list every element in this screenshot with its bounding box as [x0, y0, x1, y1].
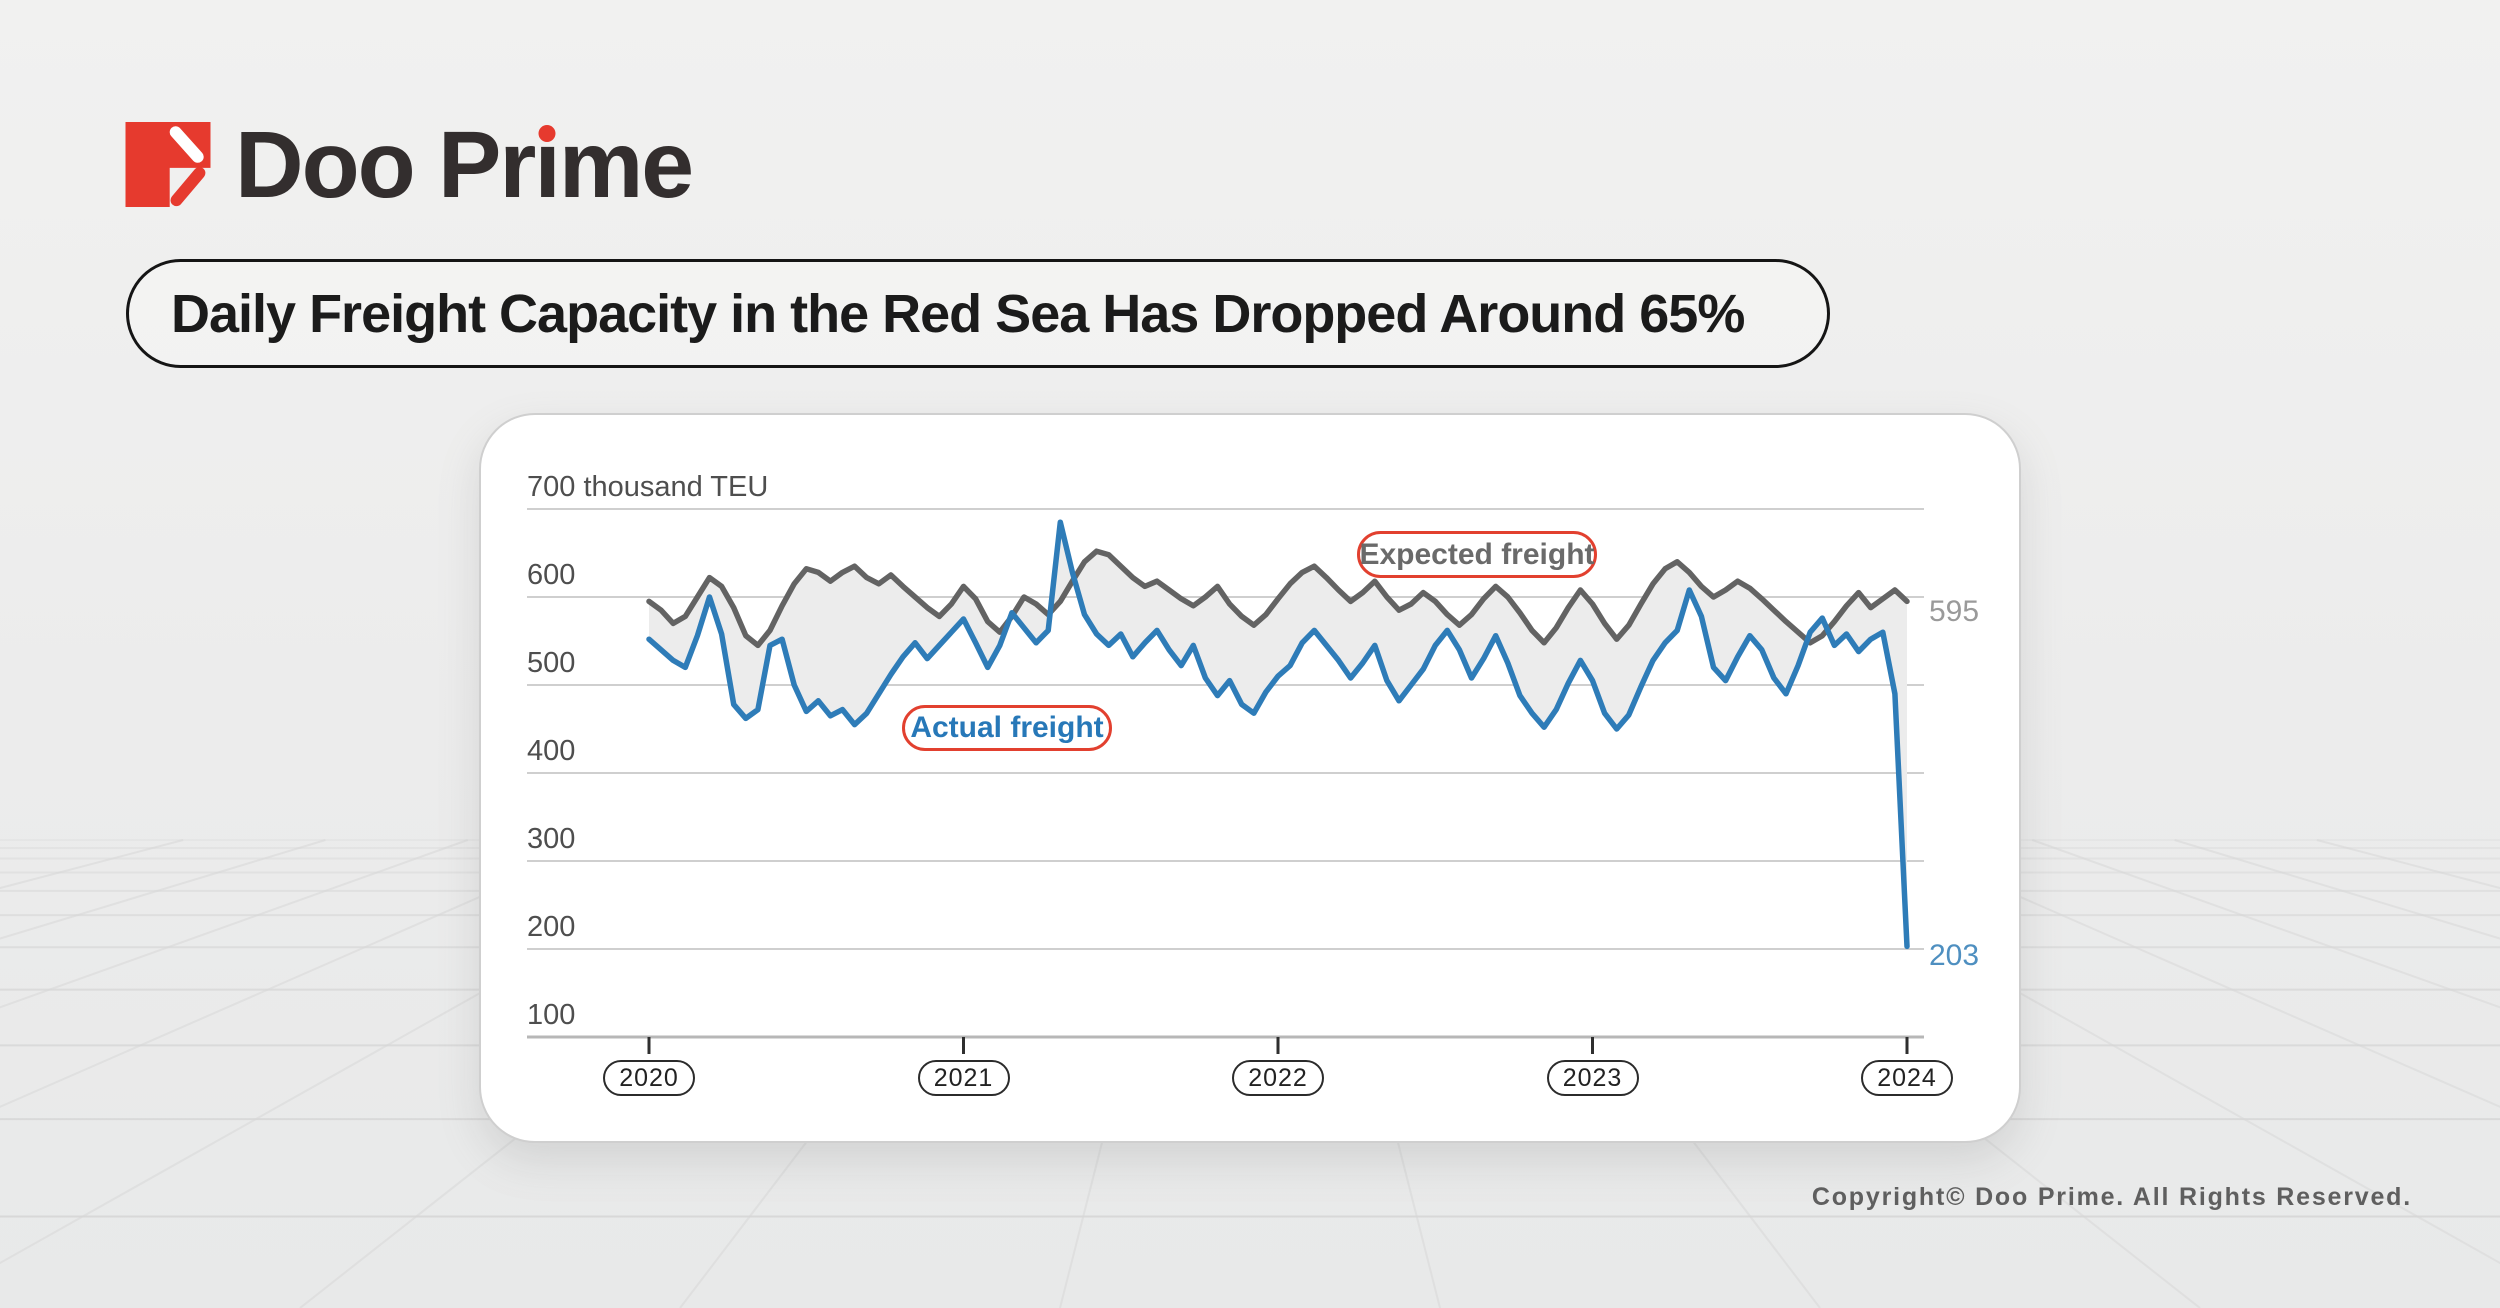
brand-name-part1: Doo Pr [235, 112, 536, 218]
chart-overlay: Expected freight Actual freight 595 203 … [481, 415, 2019, 1141]
floor-line [2174, 839, 2500, 940]
y-axis-label-300: 300 [527, 823, 576, 855]
y-axis-label-700: 700 thousand TEU [527, 471, 769, 503]
floor-line [0, 839, 468, 1009]
x-axis-year-2023: 2023 [1546, 1060, 1639, 1096]
series-line-actual [646, 519, 1910, 950]
x-axis-year-2022: 2022 [1232, 1060, 1324, 1096]
chart-card: Expected freight Actual freight 595 203 … [479, 413, 2021, 1143]
brand-name-part2: me [558, 112, 694, 218]
floor-line [2032, 839, 2500, 1009]
page-title: Daily Freight Capacity in the Red Sea Ha… [171, 283, 1745, 344]
floor-line [1889, 839, 2500, 1108]
legend-expected-label: Expected freight [1359, 537, 1595, 571]
y-axis-label-200: 200 [527, 911, 576, 943]
y-axis-label-100: 100 [527, 999, 576, 1031]
legend-actual-label: Actual freight [910, 711, 1104, 744]
legend-expected-freight: Expected freight [1357, 531, 1597, 578]
expected-end-value: 595 [1929, 595, 1980, 628]
legend-actual-freight: Actual freight [902, 705, 1112, 751]
x-axis-year-2024: 2024 [1861, 1060, 1953, 1096]
brand-letter-i: ı [534, 112, 560, 218]
actual-end-value: 203 [1929, 939, 1980, 972]
copyright-text: Copyright© Doo Prime. All Rights Reserve… [1811, 1183, 2412, 1211]
x-axis-year-2021: 2021 [917, 1060, 1010, 1096]
doo-prime-logo-icon [125, 122, 211, 207]
series-line-expected [646, 548, 1910, 649]
brand-name: Doo Pr ıme [235, 112, 694, 218]
floor-line [0, 839, 611, 1108]
y-axis-label-500: 500 [527, 647, 576, 679]
y-axis-label-400: 400 [527, 735, 576, 767]
floor-line [0, 839, 326, 940]
x-axis-year-2020: 2020 [603, 1060, 695, 1096]
y-axis-label-600: 600 [527, 559, 576, 591]
headline-pill: Daily Freight Capacity in the Red Sea Ha… [126, 259, 1830, 368]
logo-i-dot [538, 125, 556, 142]
freight-line-chart [527, 508, 1924, 1054]
band-expected-vs-actual [649, 522, 1907, 947]
